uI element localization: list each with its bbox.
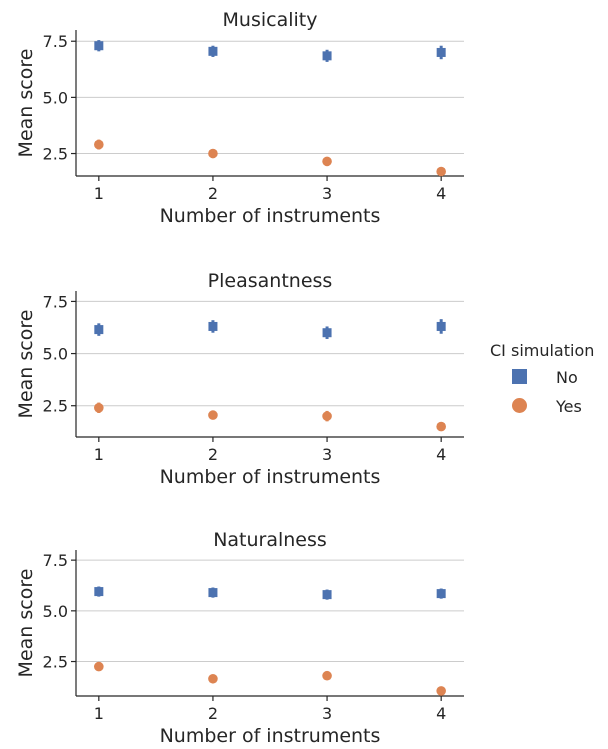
- y-tick-label: 7.5: [43, 292, 68, 311]
- data-point: [94, 139, 104, 150]
- series-yes: [94, 139, 446, 177]
- panel-title: Musicality: [223, 9, 318, 31]
- y-tick-label: 2.5: [43, 653, 68, 672]
- x-tick-label: 4: [436, 704, 446, 723]
- y-axis-label: Mean score: [15, 310, 37, 419]
- data-point: [208, 673, 218, 684]
- data-point: [208, 321, 218, 331]
- panel-musicality: 2.5 5.0 7.5 1 2 3 4 Musicality Number of instrum…: [15, 9, 464, 227]
- data-point: [208, 588, 218, 598]
- data-point: [436, 686, 446, 696]
- x-tick-label: 1: [94, 445, 104, 464]
- data-point: [436, 321, 446, 331]
- x-tick-label: 4: [436, 445, 446, 464]
- data-point: [322, 411, 332, 421]
- series-yes: [94, 402, 446, 432]
- x-axis-label: Number of instruments: [160, 466, 381, 488]
- legend-label-no: No: [556, 368, 578, 387]
- series-no: [94, 319, 446, 339]
- y-tick-label: 2.5: [43, 145, 68, 164]
- legend: CI simulation No Yes: [490, 341, 594, 416]
- y-axis-label: Mean score: [15, 569, 37, 678]
- x-tick-label: 2: [208, 445, 218, 464]
- legend-marker-yes: [512, 398, 527, 413]
- legend-label-yes: Yes: [555, 397, 582, 416]
- chart-panels: 2.5 5.0 7.5 1 2 3 4 Musicality Number of instrum…: [15, 9, 464, 747]
- data-point: [322, 156, 332, 167]
- data-point: [322, 590, 332, 600]
- series-yes: [94, 661, 446, 696]
- y-tick-label: 7.5: [43, 32, 68, 51]
- y-tick-label: 5.0: [43, 88, 68, 107]
- data-point: [322, 51, 332, 61]
- data-point: [208, 46, 218, 56]
- data-point: [208, 148, 218, 159]
- panel-pleasantness: 2.5 5.0 7.5 1 2 3 4 Pleasantness Number of instr…: [15, 270, 464, 488]
- x-tick-label: 4: [436, 184, 446, 203]
- x-tick-label: 3: [322, 445, 332, 464]
- data-point: [436, 421, 446, 432]
- data-point: [94, 661, 104, 672]
- legend-marker-no: [512, 369, 527, 384]
- series-no: [94, 586, 446, 600]
- data-point: [436, 589, 446, 599]
- x-tick-label: 1: [94, 704, 104, 723]
- y-axis-label: Mean score: [15, 49, 37, 158]
- data-point: [436, 47, 446, 57]
- x-tick-label: 3: [322, 184, 332, 203]
- x-axis-label: Number of instruments: [160, 725, 381, 747]
- x-tick-label: 1: [94, 184, 104, 203]
- x-axis-label: Number of instruments: [160, 205, 381, 227]
- y-tick-label: 7.5: [43, 551, 68, 570]
- panel-title: Naturalness: [213, 529, 327, 551]
- x-tick-label: 2: [208, 184, 218, 203]
- data-point: [322, 670, 332, 681]
- data-point: [94, 325, 104, 335]
- data-point: [322, 328, 332, 338]
- data-point: [208, 410, 218, 420]
- y-tick-label: 2.5: [43, 397, 68, 416]
- data-point: [436, 166, 446, 177]
- data-point: [94, 403, 104, 413]
- panel-naturalness: 2.5 5.0 7.5 1 2 3 4 Naturalness Number of instru…: [15, 529, 464, 747]
- x-tick-label: 2: [208, 704, 218, 723]
- y-tick-label: 5.0: [43, 345, 68, 364]
- panel-title: Pleasantness: [208, 270, 333, 292]
- data-point: [94, 587, 104, 597]
- x-tick-label: 3: [322, 704, 332, 723]
- series-no: [94, 40, 446, 62]
- legend-title: CI simulation: [490, 341, 594, 360]
- data-point: [94, 41, 104, 51]
- y-tick-label: 5.0: [43, 602, 68, 621]
